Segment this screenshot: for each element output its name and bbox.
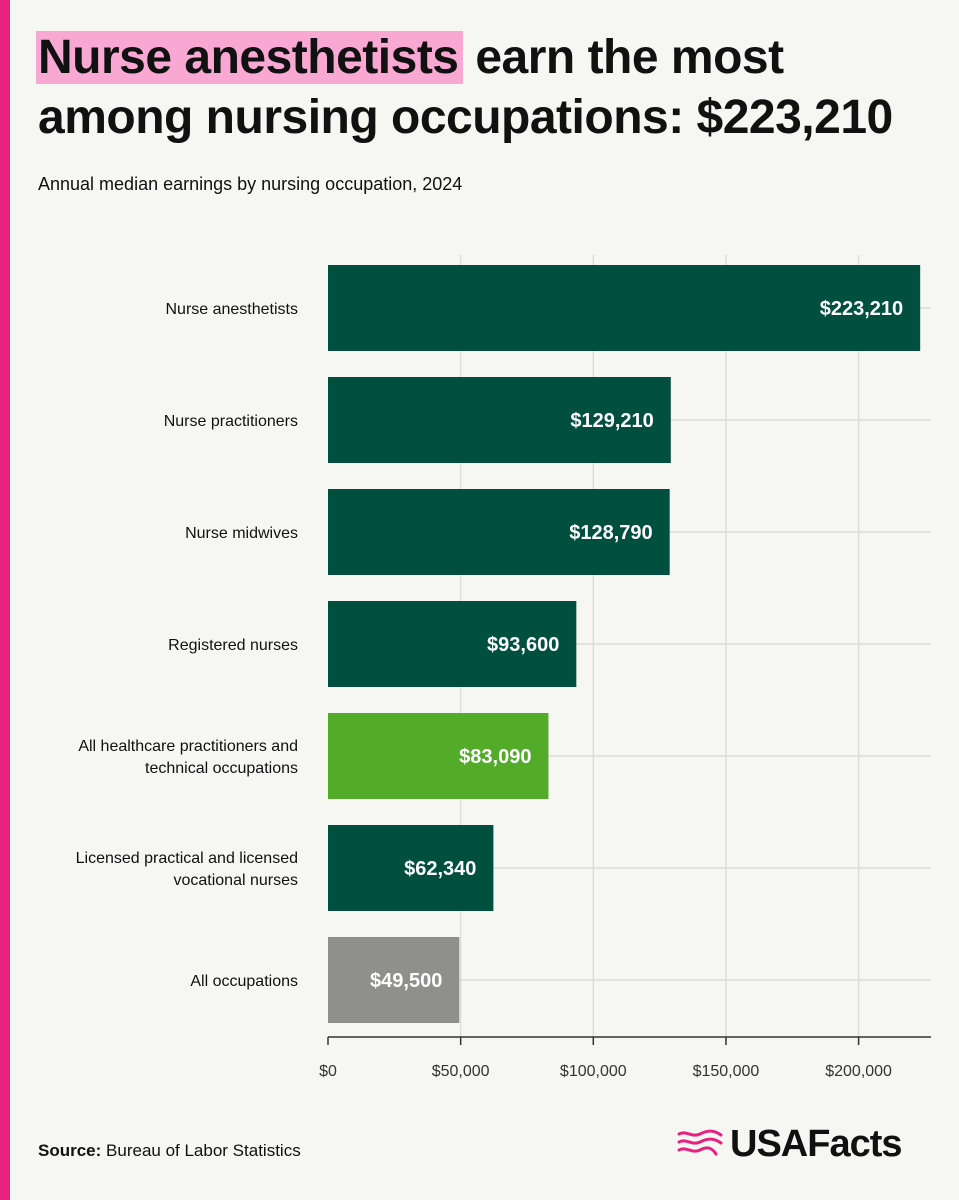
bar [328,937,460,1023]
bar-value-label: $223,210 [820,298,903,320]
bar [328,377,671,463]
accent-bar [0,0,10,1200]
bar-value-label: $62,340 [404,858,476,880]
category-label: Nurse midwives [185,525,298,542]
title-rest: earn the most among nursing occupations:… [38,31,893,144]
bar-value-label: $83,090 [459,746,531,768]
bar-value-label: $93,600 [487,634,559,656]
category-label: Registered nurses [168,637,298,654]
category-label: Nurse anesthetists [165,301,298,318]
x-tick-label: $100,000 [560,1063,627,1080]
bar [328,825,494,911]
x-tick-label: $0 [319,1063,337,1080]
bar-value-label: $129,210 [570,410,653,432]
bar-value-label: $49,500 [370,970,442,992]
source-note: Source: Bureau of Labor Statistics [38,1141,301,1161]
bar-value-label: $128,790 [569,522,652,544]
x-tick-label: $50,000 [432,1063,490,1080]
usafacts-logo: USAFacts [676,1122,902,1166]
brand-name: USAFacts [730,1122,902,1165]
category-label: Nurse practitioners [164,413,298,430]
usafacts-flag-icon [677,1129,723,1156]
bar [328,601,577,687]
bar-chart: $223,210 Nurse anesthetists $129,210 Nurse … [76,255,931,1080]
source-label: Source: [38,1141,102,1160]
category-label: Licensed practical and licensed vocationa… [76,850,298,889]
x-tick-label: $200,000 [825,1063,892,1080]
bar [328,489,670,575]
category-label: All occupations [190,973,298,990]
title-highlight: Nurse anesthetists [36,31,463,84]
x-tick-label: $150,000 [693,1063,760,1080]
bar [328,265,921,351]
chart-title: Nurse anesthetists earn the most among n… [36,28,938,148]
bar [328,713,549,799]
category-label: All healthcare practitioners and technica… [78,738,298,777]
source-text: Bureau of Labor Statistics [106,1141,301,1160]
chart-subtitle: Annual median earnings by nursing occupa… [38,174,463,194]
